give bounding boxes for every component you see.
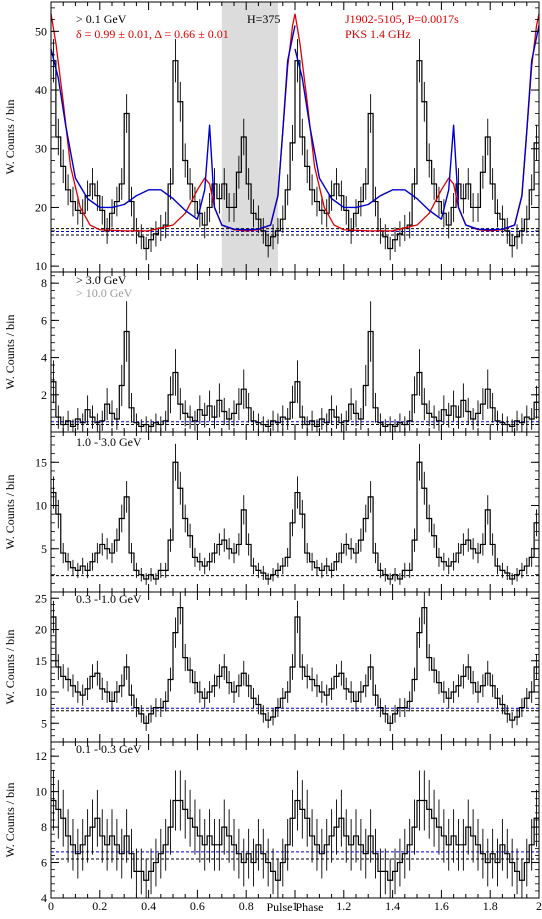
- x-tick-label: 0.6: [190, 899, 205, 913]
- y-axis-label: W. Counts / bin: [3, 475, 17, 550]
- radio-label: PKS 1.4 GHz: [345, 27, 411, 41]
- y-tick-label: 25: [35, 591, 47, 605]
- y-axis-label: W. Counts / bin: [3, 100, 17, 175]
- x-axis-label: Pulse Phase: [267, 900, 324, 914]
- x-tick-label: 0: [48, 899, 54, 913]
- off-pulse-region: [221, 2, 278, 272]
- light-curve-histogram: [51, 607, 539, 724]
- y-tick-label: 2: [41, 388, 47, 402]
- energy-label-1-3gev: 1.0 - 3.0 GeV: [76, 435, 142, 449]
- x-tick-label: 1.4: [385, 899, 400, 913]
- y-tick-label: 6: [41, 856, 47, 870]
- energy-label-3gev: > 3.0 GeV: [76, 273, 127, 287]
- y-tick-label: 6: [41, 313, 47, 327]
- y-tick-label: 40: [35, 83, 47, 97]
- y-tick-label: 50: [35, 24, 47, 38]
- light-curve-histogram: [51, 799, 539, 881]
- x-tick-label: 1.6: [434, 899, 449, 913]
- y-axis-label: W. Counts / bin: [3, 315, 17, 390]
- energy-label-03-1gev: 0.3 - 1.0 GeV: [76, 592, 142, 606]
- panel-frame: [50, 741, 540, 899]
- x-tick-label: 1.2: [336, 899, 351, 913]
- y-tick-label: 10: [35, 685, 47, 699]
- x-tick-label: 2: [536, 899, 542, 913]
- y-tick-label: 4: [41, 891, 47, 905]
- x-tick-label: 0.2: [92, 899, 107, 913]
- y-tick-label: 5: [41, 716, 47, 730]
- y-tick-label: 30: [35, 142, 47, 156]
- light-curve-histogram: [51, 461, 539, 580]
- energy-label-01-03gev: 0.1 - 0.3 GeV: [76, 742, 142, 756]
- y-tick-label: 10: [35, 259, 47, 273]
- gamma-fit-curve: [50, 25, 540, 231]
- y-axis-label: W. Counts / bin: [3, 783, 17, 858]
- y-tick-label: 20: [35, 200, 47, 214]
- energy-label-10gev: > 10.0 GeV: [76, 286, 133, 300]
- x-tick-label: 0.4: [141, 899, 156, 913]
- fit-parameters-label: δ = 0.99 ± 0.01, Δ = 0.66 ± 0.01: [76, 27, 229, 41]
- x-tick-label: 1.8: [483, 899, 498, 913]
- x-tick-label: 1: [292, 899, 298, 913]
- light-curve-histogram: [51, 330, 539, 428]
- y-tick-label: 12: [35, 749, 47, 763]
- y-tick-label: 15: [35, 455, 47, 469]
- y-tick-label: 8: [41, 276, 47, 290]
- y-tick-label: 10: [35, 499, 47, 513]
- source-label: J1902-5105, P=0.0017s: [345, 12, 459, 26]
- y-tick-label: 8: [41, 820, 47, 834]
- energy-label-top: > 0.1 GeV: [76, 12, 127, 26]
- y-tick-label: 5: [41, 542, 47, 556]
- y-tick-label: 20: [35, 623, 47, 637]
- htest-label: H=375: [247, 12, 280, 26]
- x-tick-label: 0.8: [239, 899, 254, 913]
- light-curve-histogram: [51, 60, 539, 250]
- y-tick-label: 15: [35, 654, 47, 668]
- y-tick-label: 10: [35, 785, 47, 799]
- y-tick-label: 4: [41, 351, 47, 365]
- y-axis-label: W. Counts / bin: [3, 630, 17, 705]
